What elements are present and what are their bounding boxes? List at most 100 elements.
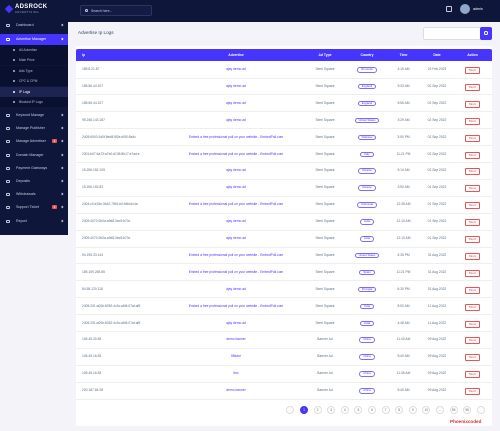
menu-item[interactable]: Dashboard [0, 20, 68, 31]
notification-icon[interactable] [446, 6, 452, 12]
row-divider [76, 314, 492, 316]
ad-link[interactable]: Embed a free professional poll on your w… [188, 303, 284, 308]
menu-item[interactable]: Deposits [0, 176, 68, 187]
ad-link[interactable]: ajay demo ad [226, 83, 246, 88]
page-button[interactable]: 56 [463, 406, 472, 414]
ad-link[interactable]: ibrc [233, 371, 239, 376]
ad-link[interactable]: Embed a free professional poll on your w… [188, 134, 284, 139]
page-button[interactable]: 5 [354, 406, 363, 414]
page-button[interactable]: 2 [313, 406, 322, 414]
menu-item[interactable]: Withdrawals [0, 189, 68, 200]
menu-item[interactable]: Keyword Manage [0, 110, 68, 121]
block-button[interactable]: Block [464, 303, 481, 311]
menu-item[interactable]: Payment Gateways [0, 163, 68, 174]
table-cell: England [348, 83, 386, 90]
submenu-item[interactable]: Blocked IP Logs [0, 97, 68, 107]
menu-item[interactable]: Manage Advertiser 2 [0, 136, 68, 147]
table-cell: Semi Square [302, 202, 348, 206]
block-button[interactable]: Block [464, 371, 481, 379]
ad-link[interactable]: ajay demo ad [226, 117, 246, 122]
table-cell: ajay demo ad [170, 168, 302, 172]
table-cell: 8:50 AM [386, 304, 421, 308]
ad-link[interactable]: Embed a free professional poll on your w… [188, 252, 284, 257]
column-header: Ip [82, 53, 86, 57]
menu-item[interactable]: Domain Manager [0, 150, 68, 161]
block-button[interactable]: Block [464, 185, 481, 193]
ad-link[interactable]: Embed a free professional poll on your w… [188, 202, 284, 207]
cell-text: 8:50 AM [397, 303, 410, 308]
page-button[interactable]: 8 [395, 406, 404, 414]
ad-link[interactable]: 55tube [230, 354, 242, 359]
ad-link[interactable]: Embed a free professional poll on your w… [188, 269, 284, 274]
search-box[interactable]: Search here... [80, 5, 152, 16]
ad-link[interactable]: ajay demo ad [226, 100, 246, 105]
page-button[interactable]: 6 [368, 406, 376, 414]
block-button[interactable]: Block [464, 252, 481, 260]
ad-link[interactable]: ajay demo ad [226, 286, 246, 291]
column-header: Action [467, 53, 478, 57]
block-button[interactable]: Block [464, 219, 481, 227]
menu-item[interactable]: Support Ticket 2 [0, 202, 68, 213]
page-button[interactable]: 1 [300, 406, 308, 414]
block-button[interactable]: Block [464, 269, 481, 277]
user-name[interactable]: admin [473, 7, 483, 11]
block-button[interactable]: Block [464, 236, 481, 243]
submenu-item[interactable]: All Advertise [0, 45, 68, 55]
ad-link[interactable]: ajay demo ad [226, 219, 246, 224]
row-divider [76, 263, 492, 265]
page-next[interactable] [476, 406, 485, 414]
search-button[interactable] [480, 27, 492, 40]
page-button[interactable]: 4 [340, 406, 349, 414]
block-button[interactable]: Block [464, 354, 481, 362]
ad-link[interactable]: ajay demo ad [226, 67, 246, 71]
page-button[interactable]: 55 [449, 406, 458, 414]
country-badge: Indonesia [356, 202, 378, 208]
block-button[interactable]: Block [464, 320, 481, 328]
menu-item[interactable]: Manage Publisher [0, 123, 68, 134]
ad-link[interactable]: ajay demo ad [226, 320, 246, 325]
submenu-item[interactable]: CPC & CPM [0, 76, 68, 87]
block-button[interactable]: Block [464, 202, 481, 210]
block-button[interactable]: Block [464, 83, 481, 91]
country-badge: India [359, 236, 375, 242]
menu-item[interactable]: Report [0, 216, 68, 227]
page-button[interactable]: 3 [327, 406, 336, 414]
block-button[interactable]: Block [464, 151, 481, 159]
cell-text: 106.45.16.83 [82, 371, 102, 376]
cell-text: Semi Square [315, 185, 335, 190]
page-button[interactable]: ... [436, 406, 444, 414]
block-button[interactable]: Block [464, 168, 481, 176]
table-cell: Block [453, 252, 492, 260]
ad-link[interactable]: Embed a free professional poll on your w… [188, 151, 284, 156]
menu-item[interactable]: Advertise Manager [0, 34, 68, 45]
submenu-item[interactable]: IP Logs [0, 86, 68, 97]
table-cell: 6:30 PM [386, 287, 421, 291]
block-button[interactable]: Block [464, 388, 481, 396]
bullet [13, 101, 15, 103]
block-button[interactable]: Block [464, 117, 481, 125]
block-button[interactable]: Block [464, 134, 481, 142]
ad-link[interactable]: demo banner [226, 388, 246, 393]
ad-link[interactable]: ajay demo ad [226, 236, 246, 240]
menu-label: Manage Advertiser [16, 139, 46, 144]
table-cell: Semi Square [302, 270, 348, 274]
block-button[interactable]: Block [464, 337, 481, 345]
block-button[interactable]: Block [464, 67, 481, 74]
page-button[interactable]: 7 [381, 406, 390, 414]
submenu-item[interactable]: Main Price [0, 55, 68, 66]
block-button[interactable]: Block [464, 100, 481, 108]
page-button[interactable]: 10 [422, 406, 431, 414]
bullet [13, 59, 15, 62]
table-search[interactable] [423, 27, 481, 40]
table-cell: 11 Aug 2022 [421, 304, 453, 308]
row-divider [76, 364, 492, 366]
ad-link[interactable]: ajay demo ad [226, 168, 246, 173]
ad-link[interactable]: demo banner [226, 337, 246, 342]
submenu-item[interactable]: Ads Type [0, 65, 68, 76]
block-button[interactable]: Block [464, 286, 481, 294]
ad-link[interactable]: ajay demo ad [226, 185, 246, 190]
cell-text: 94.195.33.144 [82, 252, 104, 257]
page-prev[interactable] [286, 406, 295, 414]
avatar[interactable] [460, 4, 470, 14]
page-button[interactable]: 9 [408, 406, 417, 414]
